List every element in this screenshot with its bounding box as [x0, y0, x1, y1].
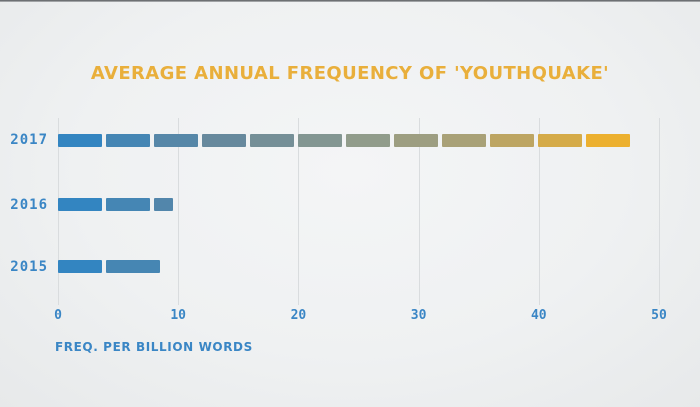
bar-dash — [490, 133, 534, 147]
bar-dash — [106, 133, 150, 147]
gridline-0 — [58, 118, 59, 305]
bar-dash — [250, 133, 294, 147]
tick-label-20: 20 — [290, 308, 307, 323]
bar-dash — [442, 133, 486, 147]
year-label-2015: 2015 — [10, 258, 48, 275]
bar-2015 — [58, 260, 659, 273]
bar-dash — [58, 198, 102, 211]
top-edge-divider — [0, 0, 700, 2]
bar-dash — [106, 260, 161, 273]
bar-2016 — [58, 198, 659, 211]
bar-dash — [58, 133, 102, 147]
bar-dash — [154, 133, 198, 147]
tick-label-40: 40 — [530, 308, 547, 323]
tick-label-0: 0 — [54, 308, 62, 323]
bar-dash — [202, 133, 246, 147]
bar-dash — [538, 133, 582, 147]
tick-label-30: 30 — [410, 308, 427, 323]
gridline-20 — [298, 118, 300, 305]
bar-dash — [58, 260, 102, 273]
gridline-50 — [659, 118, 660, 305]
gridline-40 — [538, 118, 540, 305]
bar-dash — [346, 133, 390, 147]
gridline-10 — [178, 118, 180, 305]
tick-label-10: 10 — [170, 308, 187, 323]
bar-dash — [394, 133, 438, 147]
tick-label-50: 50 — [651, 308, 667, 323]
bar-dash — [106, 198, 150, 211]
x-axis-caption: FREQ. PER BILLION WORDS — [55, 340, 253, 354]
bar-dash — [154, 198, 174, 211]
bar-2017 — [58, 133, 659, 147]
gridline-30 — [418, 118, 420, 305]
bar-dash — [586, 133, 630, 147]
bar-dash — [298, 133, 342, 147]
year-label-2017: 2017 — [10, 132, 48, 148]
year-label-2016: 2016 — [10, 196, 48, 213]
plot-area — [58, 118, 660, 305]
chart-title: AVERAGE ANNUAL FREQUENCY OF 'YOUTHQUAKE' — [90, 63, 610, 84]
